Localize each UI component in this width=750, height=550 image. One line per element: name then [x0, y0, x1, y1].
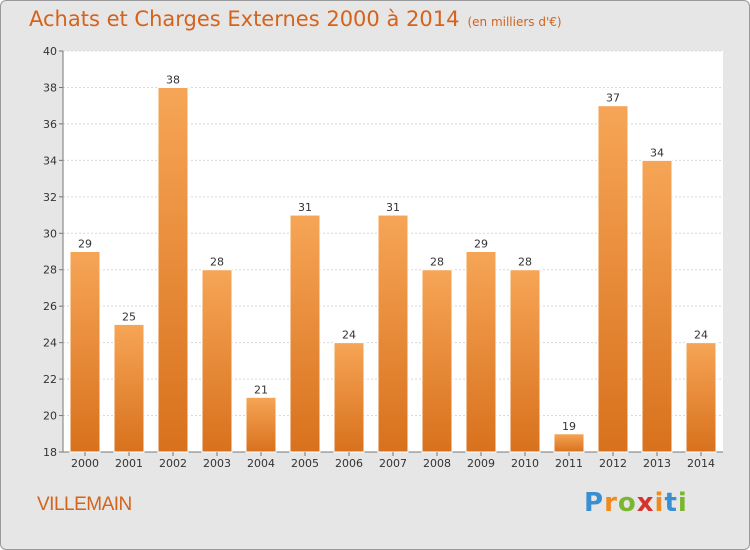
y-tick-label: 38 [43, 81, 57, 94]
place-name: VILLEMAIN [37, 494, 132, 515]
x-tick-label: 2007 [379, 457, 407, 470]
x-tick-label: 2013 [643, 457, 671, 470]
bar-value-label: 24 [694, 329, 708, 342]
bar [641, 159, 673, 453]
y-tick-label: 24 [43, 337, 57, 350]
logo-letter: x [636, 488, 655, 518]
chart-subtitle: (en milliers d'€) [467, 15, 562, 29]
x-tick-label: 2011 [555, 457, 583, 470]
bar-value-label: 29 [474, 238, 488, 251]
x-tick-label: 2005 [291, 457, 319, 470]
bar [157, 86, 189, 453]
x-tick-label: 2010 [511, 457, 539, 470]
bar [245, 396, 277, 453]
x-tick-label: 2000 [71, 457, 99, 470]
x-tick-label: 2003 [203, 457, 231, 470]
y-tick-label: 36 [43, 118, 57, 131]
logo-letter: t [664, 488, 678, 518]
bar-value-label: 19 [562, 420, 576, 433]
y-tick-label: 40 [43, 45, 57, 58]
bar [597, 105, 629, 453]
bar-value-label: 24 [342, 329, 356, 342]
y-tick-label: 20 [43, 410, 57, 423]
y-tick-label: 28 [43, 264, 57, 277]
x-tick-label: 2009 [467, 457, 495, 470]
bar-value-label: 28 [430, 256, 444, 269]
y-tick-label: 26 [43, 300, 57, 313]
bar-value-label: 21 [254, 383, 268, 396]
bar-value-label: 34 [650, 146, 664, 159]
x-tick-label: 2002 [159, 457, 187, 470]
bar [465, 251, 497, 453]
logo-letter: o [617, 488, 637, 518]
x-tick-label: 2004 [247, 457, 275, 470]
bar [685, 342, 717, 453]
bar-value-label: 28 [518, 256, 532, 269]
bar [377, 214, 409, 453]
bar [509, 269, 541, 453]
bar-value-label: 25 [122, 310, 136, 323]
logo-letter: r [604, 488, 618, 518]
proxiti-logo: Proxiti [584, 488, 688, 518]
logo-letter: i [654, 488, 665, 518]
logo-letter: i [677, 488, 688, 518]
logo-letter: P [584, 488, 605, 518]
bar-value-label: 31 [386, 201, 400, 214]
y-tick-label: 18 [43, 446, 57, 459]
bar-value-label: 31 [298, 201, 312, 214]
bar-value-label: 29 [78, 238, 92, 251]
x-tick-label: 2006 [335, 457, 363, 470]
bar-value-label: 37 [606, 92, 620, 105]
bar [69, 251, 101, 453]
bar [201, 269, 233, 453]
y-tick-label: 30 [43, 227, 57, 240]
bar [333, 342, 365, 453]
x-tick-label: 2001 [115, 457, 143, 470]
bar [289, 214, 321, 453]
bar-value-label: 28 [210, 256, 224, 269]
y-tick-label: 32 [43, 191, 57, 204]
bar [553, 433, 585, 453]
bar [421, 269, 453, 453]
y-tick-label: 22 [43, 373, 57, 386]
chart-title-text: Achats et Charges Externes 2000 à 2014 [29, 7, 460, 31]
x-tick-label: 2014 [687, 457, 715, 470]
x-tick-label: 2012 [599, 457, 627, 470]
bar-value-label: 38 [166, 73, 180, 86]
bar [113, 323, 145, 453]
x-tick-label: 2008 [423, 457, 451, 470]
y-tick-label: 34 [43, 154, 57, 167]
chart-title: Achats et Charges Externes 2000 à 2014 (e… [29, 7, 562, 31]
